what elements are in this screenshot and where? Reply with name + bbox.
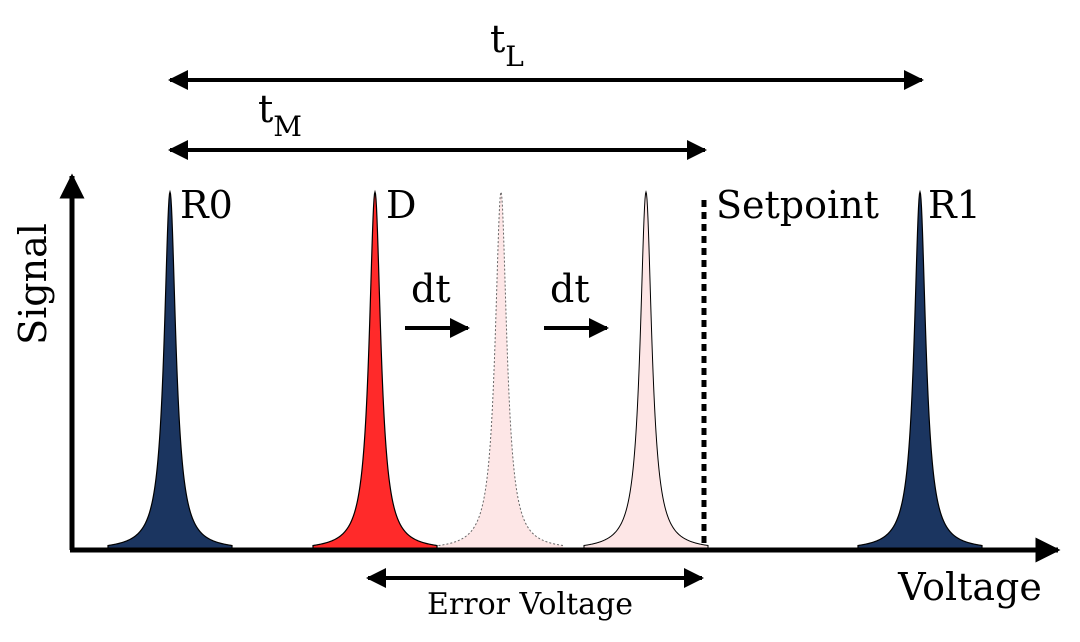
peak-ghost-2 — [583, 190, 709, 551]
peak-r0 — [107, 189, 233, 551]
y-axis-label: Signal — [11, 223, 55, 345]
dt-label-2: dt — [550, 267, 590, 311]
peak-r1 — [857, 189, 983, 551]
error-voltage-label: Error Voltage — [427, 587, 633, 622]
peak-d — [312, 189, 438, 551]
t-l-label: tL — [490, 17, 524, 73]
setpoint-label: Setpoint — [716, 183, 879, 227]
r0-label: R0 — [180, 183, 233, 227]
d-label: D — [386, 183, 416, 227]
x-axis-label: Voltage — [897, 565, 1042, 609]
peak-ghost-1 — [438, 190, 564, 551]
t-m-label: tM — [258, 87, 302, 143]
dt-label-1: dt — [411, 267, 451, 311]
r1-label: R1 — [928, 183, 981, 227]
